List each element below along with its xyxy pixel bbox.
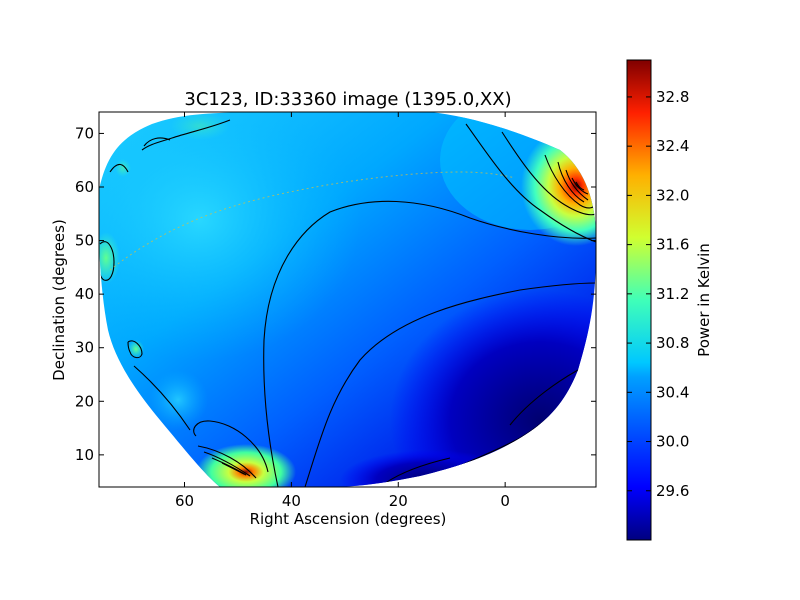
hotspot-northeast [521, 126, 596, 246]
colorbar-tick-label: 31.2 [656, 285, 689, 303]
colorbar-label: Power in Kelvin [695, 243, 713, 357]
colorbar-tick-label: 32.0 [656, 186, 689, 204]
colorbar-tick-label: 30.0 [656, 433, 689, 451]
y-tick-label: 10 [75, 446, 94, 464]
x-tick-label: 60 [175, 492, 194, 510]
colorbar-tick-label: 30.8 [656, 334, 689, 352]
colorbar-tick-label: 32.4 [656, 137, 689, 155]
colorbar-tick-label: 32.8 [656, 88, 689, 106]
y-axis: 10 20 30 40 50 60 70 [75, 124, 596, 464]
x-tick-label: 0 [500, 492, 510, 510]
colorbar [626, 59, 652, 541]
colorbar-tick-label: 29.6 [656, 482, 689, 500]
colorbar-tick-label: 31.6 [656, 236, 689, 254]
x-tick-label: 20 [389, 492, 408, 510]
y-tick-label: 40 [75, 285, 94, 303]
x-axis-label: Right Ascension (degrees) [250, 510, 447, 528]
x-tick-label: 40 [282, 492, 301, 510]
hotspot-south [196, 444, 296, 487]
y-tick-label: 20 [75, 392, 94, 410]
ecliptic-line [109, 171, 516, 271]
y-axis-label: Declination (degrees) [50, 219, 68, 381]
y-tick-label: 50 [75, 232, 94, 250]
plot-frame [98, 111, 597, 488]
colorbar-ticks: 29.6 30.0 30.4 30.8 31.2 31.6 32.0 32.4 32.8 [627, 88, 689, 500]
y-tick-label: 60 [75, 178, 94, 196]
chart-title: 3C123, ID:33360 image (1395.0,XX) [184, 89, 511, 110]
y-tick-label: 70 [75, 124, 94, 142]
x-axis: 60 40 20 0 [175, 112, 510, 510]
colorbar-tick-label: 30.4 [656, 383, 689, 401]
sky-field [99, 112, 596, 487]
y-tick-label: 30 [75, 339, 94, 357]
